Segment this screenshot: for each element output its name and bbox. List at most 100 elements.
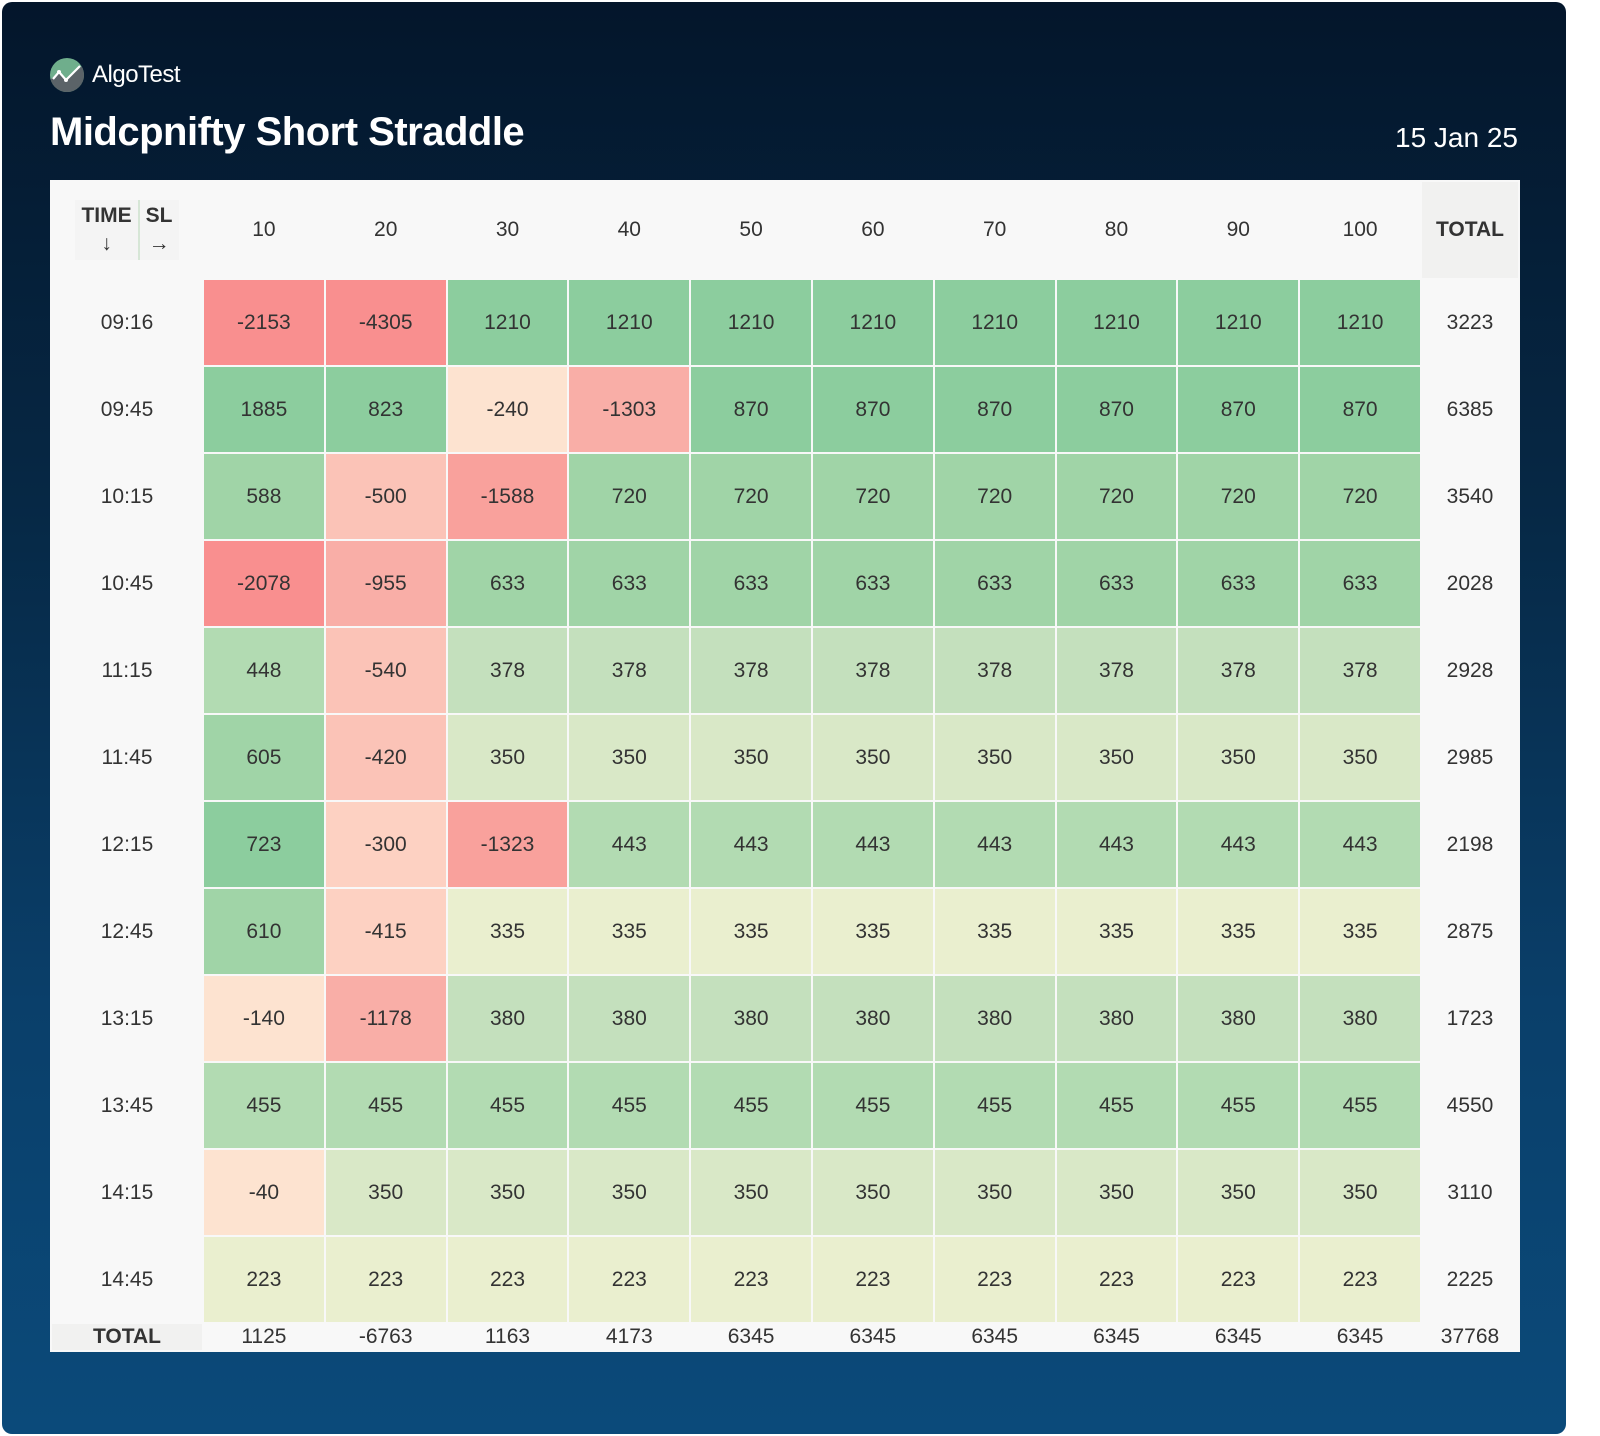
heatmap-table-container: TIME ↓ SL → 10 20 30 40 50 60 70 80 90 100 TOTAL 0… <box>50 180 1520 1352</box>
brand: AlgoTest <box>50 58 181 92</box>
heatmap-cell: 350 <box>1300 715 1420 800</box>
table-row: 11:15 448 -540 378 378 378 378 378 378 378 378 2928 <box>52 628 1518 713</box>
heatmap-cell: 720 <box>934 454 1055 539</box>
heatmap-cell: 380 <box>691 976 811 1061</box>
heatmap-cell: 443 <box>812 802 933 887</box>
sl-column-header: 100 <box>1300 182 1420 278</box>
heatmap-cell: 443 <box>691 802 811 887</box>
heatmap-cell: 378 <box>1300 628 1420 713</box>
column-total-cell: 6345 <box>934 1324 1055 1350</box>
time-row-label: 12:15 <box>52 802 202 887</box>
table-row: 12:45 610 -415 335 335 335 335 335 335 335 335 2875 <box>52 889 1518 974</box>
heatmap-cell: 720 <box>812 454 933 539</box>
heatmap-cell: 350 <box>569 1150 690 1235</box>
heatmap-table: TIME ↓ SL → 10 20 30 40 50 60 70 80 90 100 TOTAL 0… <box>50 180 1520 1352</box>
heatmap-cell: 1885 <box>204 367 324 452</box>
heatmap-cell: -2078 <box>204 541 324 626</box>
heatmap-cell: 223 <box>325 1237 446 1322</box>
heatmap-cell: 720 <box>1178 454 1299 539</box>
heatmap-cell: 223 <box>1300 1237 1420 1322</box>
column-total-cell: 4173 <box>569 1324 690 1350</box>
heatmap-cell: 335 <box>1056 889 1177 974</box>
chart-line-circle-icon <box>50 58 84 92</box>
heatmap-cell: 350 <box>812 715 933 800</box>
heatmap-cell: 223 <box>1056 1237 1177 1322</box>
column-total-cell: 6345 <box>812 1324 933 1350</box>
heatmap-cell: 870 <box>1178 367 1299 452</box>
heatmap-cell: 378 <box>691 628 811 713</box>
heatmap-cell: -540 <box>325 628 446 713</box>
heatmap-cell: 455 <box>1300 1063 1420 1148</box>
column-total-cell: 6345 <box>1178 1324 1299 1350</box>
sl-label: SL <box>145 204 173 227</box>
sl-column-header: 30 <box>447 182 568 278</box>
heatmap-cell: 588 <box>204 454 324 539</box>
table-row: 10:15 588 -500 -1588 720 720 720 720 720 720 720 35… <box>52 454 1518 539</box>
heatmap-cell: 443 <box>1178 802 1299 887</box>
row-total-cell: 3540 <box>1422 454 1518 539</box>
table-row: 09:45 1885 823 -240 -1303 870 870 870 870 870 870 6… <box>52 367 1518 452</box>
column-total-cell: -6763 <box>325 1324 446 1350</box>
heatmap-cell: 223 <box>934 1237 1055 1322</box>
heatmap-cell: 1210 <box>812 280 933 365</box>
arrow-down-icon: ↓ <box>101 232 112 255</box>
heatmap-cell: 350 <box>325 1150 446 1235</box>
corner-legend: TIME ↓ SL → <box>75 200 179 260</box>
heatmap-cell: 380 <box>569 976 690 1061</box>
sl-column-header: 20 <box>325 182 446 278</box>
heatmap-cell: 335 <box>812 889 933 974</box>
heatmap-cell: 335 <box>934 889 1055 974</box>
heatmap-cell: 1210 <box>934 280 1055 365</box>
time-row-label: 13:45 <box>52 1063 202 1148</box>
totals-row-label: TOTAL <box>52 1324 202 1350</box>
heatmap-cell: 350 <box>934 715 1055 800</box>
heatmap-cell: 720 <box>691 454 811 539</box>
sl-axis-label: SL → <box>140 200 179 260</box>
heatmap-cell: 455 <box>812 1063 933 1148</box>
heatmap-cell: 335 <box>1300 889 1420 974</box>
heatmap-cell: 455 <box>1056 1063 1177 1148</box>
heatmap-cell: 455 <box>1178 1063 1299 1148</box>
heatmap-cell: 350 <box>1178 1150 1299 1235</box>
heatmap-cell: 335 <box>447 889 568 974</box>
heatmap-cell: 443 <box>934 802 1055 887</box>
heatmap-cell: 720 <box>569 454 690 539</box>
heatmap-cell: 455 <box>934 1063 1055 1148</box>
row-total-cell: 1723 <box>1422 976 1518 1061</box>
sl-column-header: 70 <box>934 182 1055 278</box>
card-background: AlgoTest Midcpnifty Short Straddle 15 Ja… <box>2 2 1566 1434</box>
heatmap-cell: 350 <box>1300 1150 1420 1235</box>
heatmap-cell: -1303 <box>569 367 690 452</box>
heatmap-cell: 378 <box>1056 628 1177 713</box>
time-label: TIME <box>81 204 132 227</box>
heatmap-cell: 455 <box>325 1063 446 1148</box>
heatmap-cell: -300 <box>325 802 446 887</box>
time-row-label: 11:15 <box>52 628 202 713</box>
sl-column-header: 60 <box>812 182 933 278</box>
row-total-cell: 6385 <box>1422 367 1518 452</box>
heatmap-cell: -1323 <box>447 802 568 887</box>
time-row-label: 11:45 <box>52 715 202 800</box>
row-total-cell: 2225 <box>1422 1237 1518 1322</box>
corner-divider <box>137 200 140 260</box>
row-total-cell: 2198 <box>1422 802 1518 887</box>
heatmap-cell: 350 <box>1178 715 1299 800</box>
heatmap-cell: 1210 <box>1178 280 1299 365</box>
table-row: 12:15 723 -300 -1323 443 443 443 443 443 443 443 21… <box>52 802 1518 887</box>
heatmap-cell: 720 <box>1056 454 1177 539</box>
totals-row: TOTAL 1125 -6763 1163 4173 6345 6345 6345 6345 6… <box>52 1324 1518 1350</box>
heatmap-cell: -140 <box>204 976 324 1061</box>
corner-header: TIME ↓ SL → <box>52 182 202 278</box>
heatmap-cell: 380 <box>447 976 568 1061</box>
report-date: 15 Jan 25 <box>1395 122 1518 153</box>
heatmap-cell: 633 <box>691 541 811 626</box>
heatmap-cell: 380 <box>934 976 1055 1061</box>
table-row: 09:16 -2153 -4305 1210 1210 1210 1210 1210 1210 1… <box>52 280 1518 365</box>
row-total-cell: 3110 <box>1422 1150 1518 1235</box>
heatmap-cell: -955 <box>325 541 446 626</box>
row-total-cell: 3223 <box>1422 280 1518 365</box>
heatmap-cell: 633 <box>934 541 1055 626</box>
heatmap-cell: 1210 <box>569 280 690 365</box>
row-total-cell: 4550 <box>1422 1063 1518 1148</box>
header-row: TIME ↓ SL → 10 20 30 40 50 60 70 80 90 100 TOTAL <box>52 182 1518 278</box>
